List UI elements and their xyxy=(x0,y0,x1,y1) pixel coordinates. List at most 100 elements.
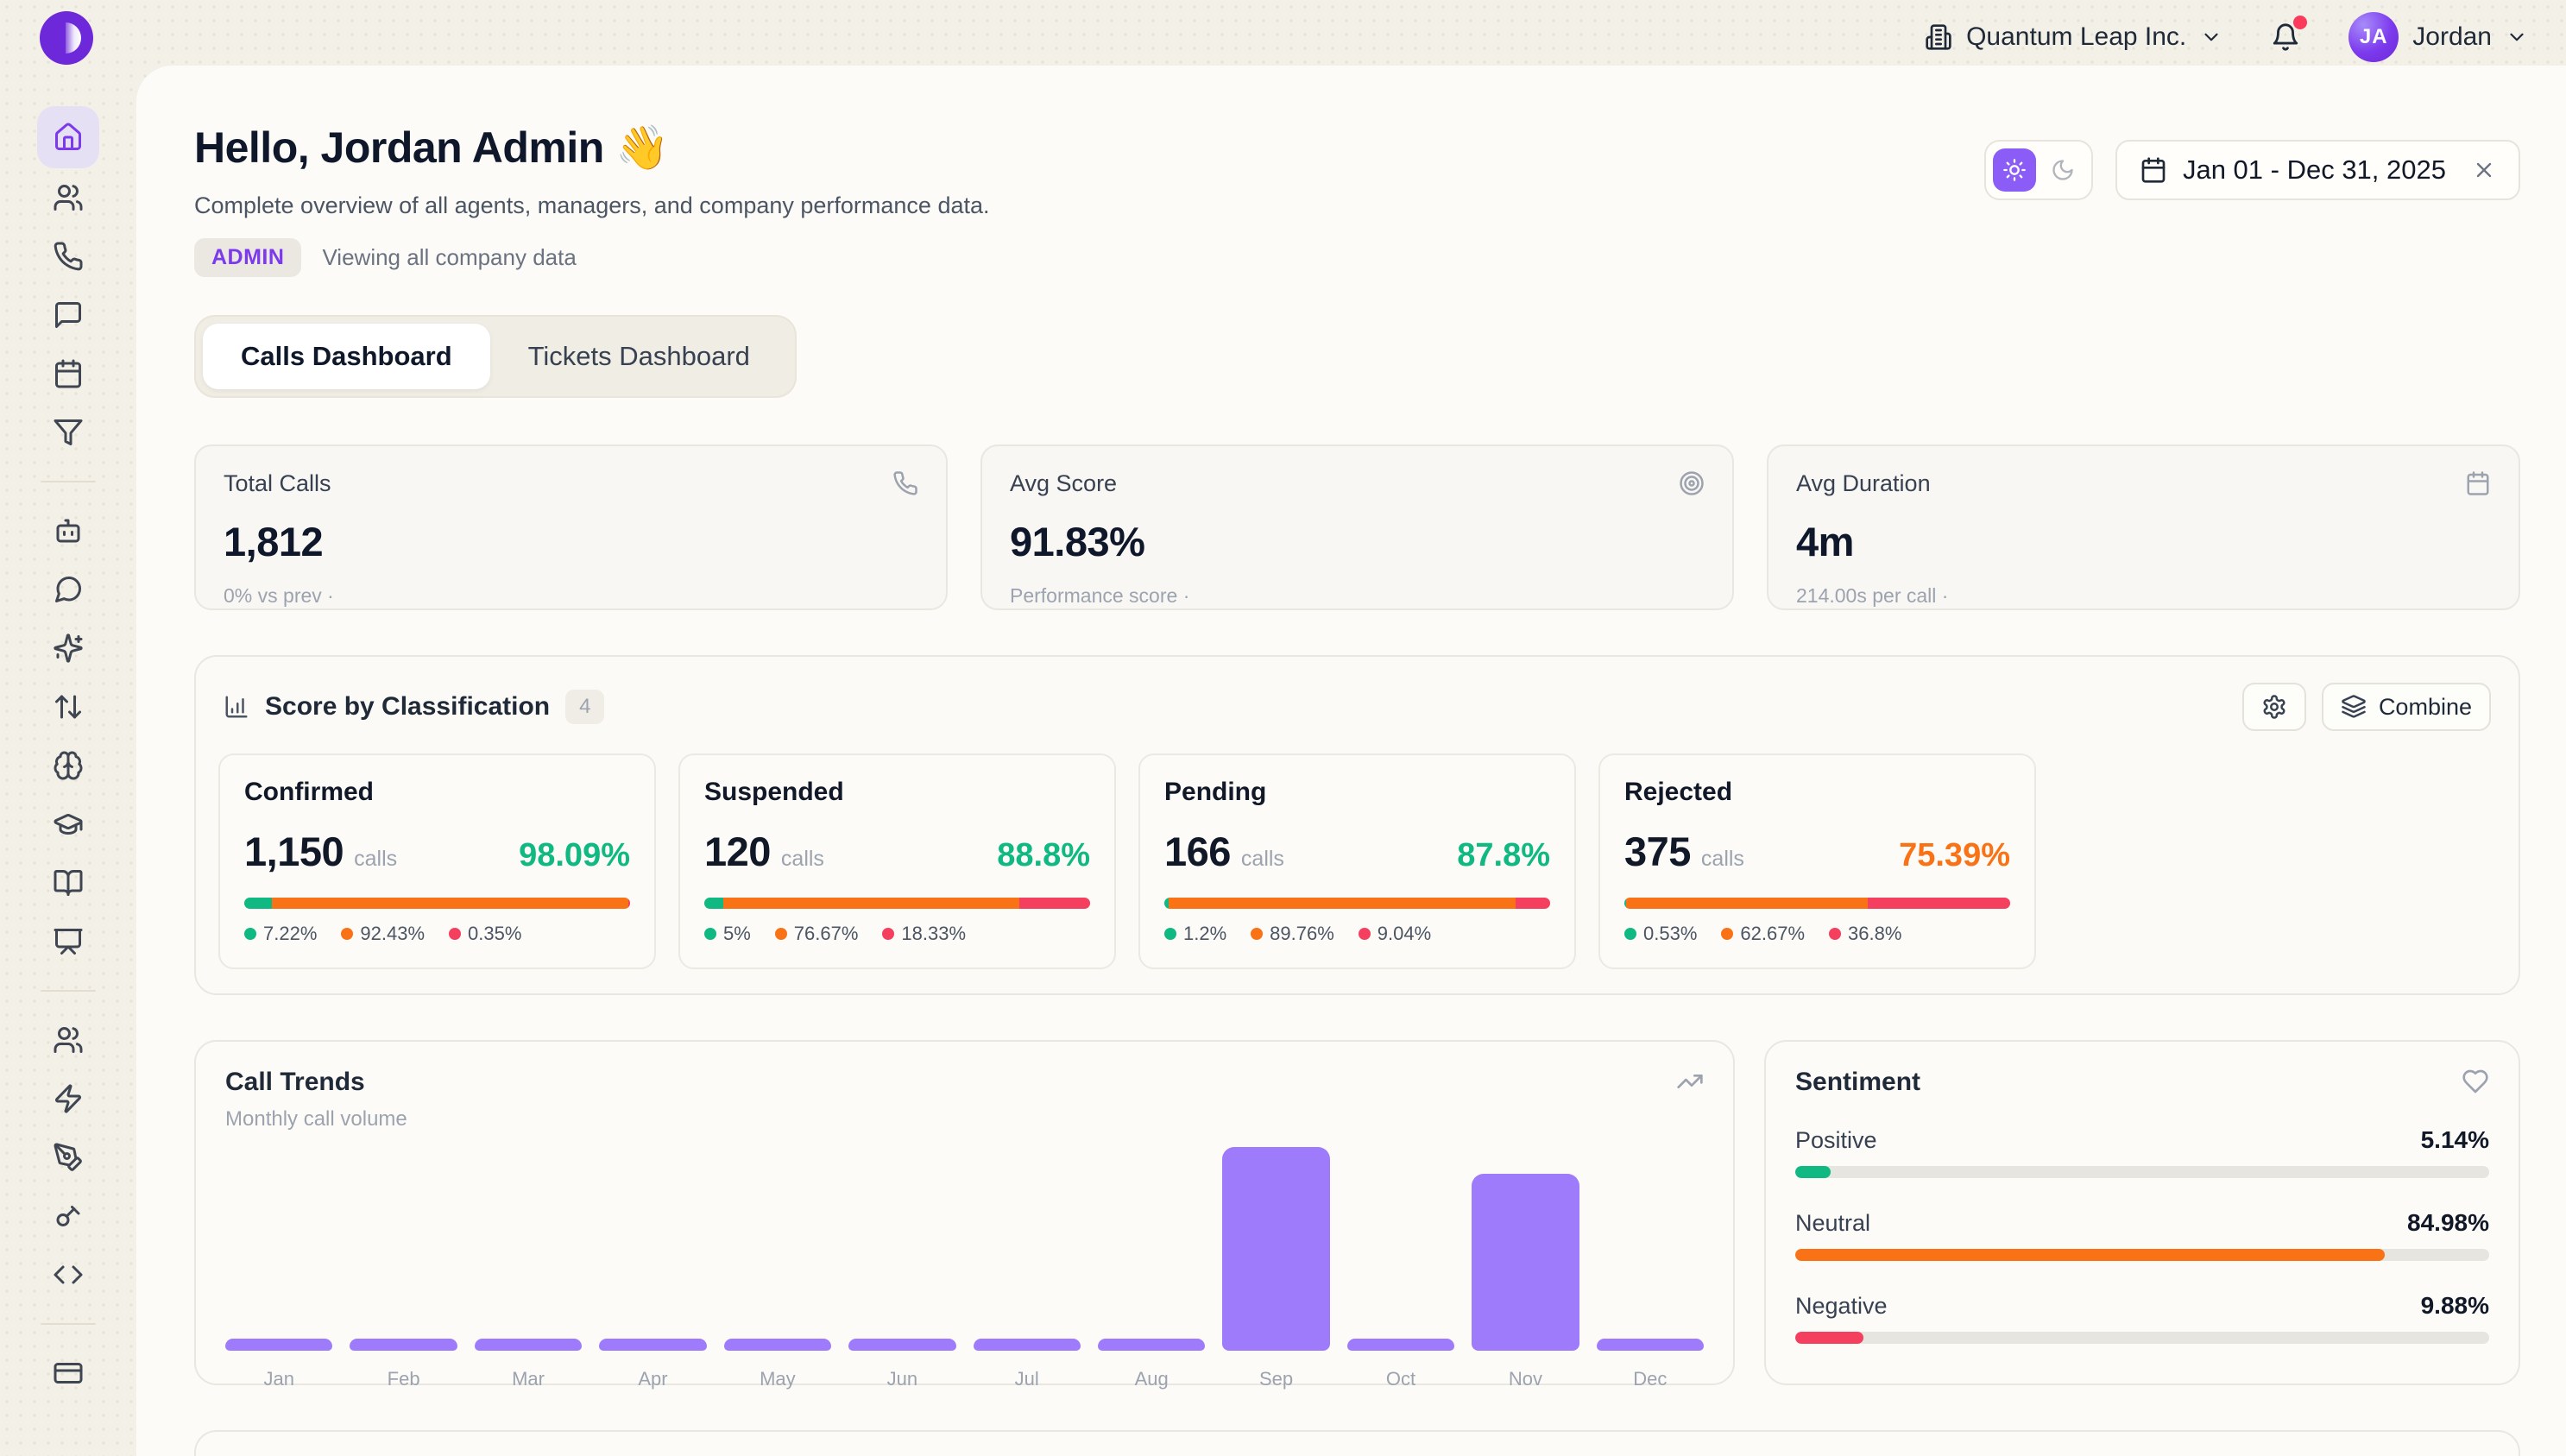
stat-card-total-calls: Total Calls 1,812 0% vs prev · xyxy=(194,444,948,610)
classification-name: Confirmed xyxy=(244,778,374,806)
classification-legend: 0.53% 62.67% 36.8% xyxy=(1624,923,2010,945)
main-content: Hello, Jordan Admin 👋 Complete overview … xyxy=(136,66,2566,1456)
stat-title: Avg Score xyxy=(1010,470,1118,496)
trend-x-label: Nov xyxy=(1508,1368,1542,1390)
segment xyxy=(723,898,1020,909)
topbar: Quantum Leap Inc. JA Jordan xyxy=(0,0,2566,66)
trend-x-label: May xyxy=(760,1368,796,1390)
call-trends-title: Call Trends xyxy=(225,1068,365,1096)
classification-calls-value: 1,150 xyxy=(244,829,344,874)
sidebar-item-team[interactable] xyxy=(37,168,99,227)
trend-bar-column xyxy=(225,1147,333,1351)
classification-settings-button[interactable] xyxy=(2241,683,2306,731)
dark-mode-button[interactable] xyxy=(2041,148,2084,192)
code-icon xyxy=(53,1259,84,1290)
light-mode-button[interactable] xyxy=(1992,148,2036,192)
trend-x-label: Dec xyxy=(1633,1368,1668,1390)
sentiment-rows: Positive 5.14% Neutral 84.98% Negative 9… xyxy=(1795,1126,2489,1344)
trend-bar xyxy=(1097,1339,1206,1351)
performance-section: Performance Breakdown Total Calls Active… xyxy=(194,1430,2520,1456)
legend-value: 1.2% xyxy=(1183,923,1227,944)
sentiment-fill xyxy=(1795,1332,1864,1344)
avatar: JA xyxy=(2348,12,2399,62)
tab-tickets-dashboard[interactable]: Tickets Dashboard xyxy=(490,324,788,389)
trend-bar-column xyxy=(1097,1147,1206,1351)
stat-card-avg-score: Avg Score 91.83% Performance score · xyxy=(980,444,1734,610)
segment xyxy=(244,898,273,909)
sentiment-fill xyxy=(1795,1249,2386,1261)
call-trends-x-axis: Jan Feb Mar Apr May Jun Jul Aug Sep Oct Nov Dec xyxy=(225,1368,1704,1390)
legend-item: 92.43% xyxy=(341,923,425,945)
sidebar-item-calls[interactable] xyxy=(37,227,99,286)
combine-button[interactable]: Combine xyxy=(2321,683,2491,731)
segment xyxy=(1868,898,2010,909)
stats-row: Total Calls 1,812 0% vs prev · Avg Score… xyxy=(194,444,2520,610)
sidebar-item-billing[interactable] xyxy=(37,1344,99,1402)
date-range-picker[interactable]: Jan 01 - Dec 31, 2025 xyxy=(2115,140,2520,200)
sidebar-item-transfers[interactable] xyxy=(37,678,99,736)
trend-x-label: Mar xyxy=(512,1368,545,1390)
sidebar-item-library[interactable] xyxy=(37,854,99,912)
legend-value: 0.35% xyxy=(468,923,522,944)
phone-icon xyxy=(53,241,84,272)
sidebar-item-access-keys[interactable] xyxy=(37,1187,99,1245)
trend-x-label: Apr xyxy=(638,1368,668,1390)
company-selector[interactable]: Quantum Leap Inc. xyxy=(1925,22,2222,52)
sidebar-item-messages[interactable] xyxy=(37,286,99,344)
sidebar-item-developer[interactable] xyxy=(37,1245,99,1304)
legend-value: 9.04% xyxy=(1377,923,1432,944)
sidebar-item-design[interactable] xyxy=(37,1128,99,1187)
classification-legend: 5% 76.67% 18.33% xyxy=(704,923,1090,945)
sidebar-item-home[interactable] xyxy=(37,106,99,168)
segment xyxy=(1169,898,1516,909)
trend-bar-column xyxy=(1346,1147,1455,1351)
clear-date-icon[interactable] xyxy=(2472,158,2496,182)
sidebar-item-whiteboard[interactable] xyxy=(37,912,99,971)
sparkles-icon xyxy=(53,633,84,664)
heart-icon xyxy=(2462,1068,2489,1095)
book-open-icon xyxy=(53,867,84,898)
key-icon xyxy=(53,1201,84,1232)
sidebar-item-schedule[interactable] xyxy=(37,344,99,403)
sidebar-item-ai-assist[interactable] xyxy=(37,619,99,678)
app-logo[interactable] xyxy=(40,11,93,65)
legend-value: 7.22% xyxy=(263,923,318,944)
trend-bar-column xyxy=(599,1147,707,1351)
user-menu[interactable]: JA Jordan xyxy=(2348,12,2528,62)
credit-card-icon xyxy=(53,1358,84,1389)
trend-bar xyxy=(1472,1174,1579,1351)
trend-x-label: Feb xyxy=(387,1368,420,1390)
trend-bar-column xyxy=(350,1147,457,1351)
classification-name: Pending xyxy=(1164,778,1267,806)
sidebar-item-contacts[interactable] xyxy=(37,1011,99,1069)
legend-value: 0.53% xyxy=(1643,923,1698,944)
legend-value: 62.67% xyxy=(1740,923,1806,944)
sidebar-item-bot[interactable] xyxy=(37,501,99,560)
sidebar-item-knowledge[interactable] xyxy=(37,736,99,795)
classification-card: Pending 166 calls 87.8% 1.2% 89.76% 9.04… xyxy=(1138,753,1576,969)
tab-calls-dashboard[interactable]: Calls Dashboard xyxy=(203,324,490,389)
sentiment-label: Neutral xyxy=(1795,1210,1871,1236)
trend-bar xyxy=(973,1339,1081,1351)
trending-up-icon xyxy=(1676,1068,1704,1095)
classification-section: Score by Classification 4 Combine Confir… xyxy=(194,655,2520,995)
sidebar-item-filters[interactable] xyxy=(37,403,99,462)
classification-calls-value: 166 xyxy=(1164,829,1231,874)
sidebar-item-training[interactable] xyxy=(37,795,99,854)
calendar-icon xyxy=(2465,470,2491,496)
company-name: Quantum Leap Inc. xyxy=(1966,22,2187,51)
sidebar-item-automations[interactable] xyxy=(37,1069,99,1128)
sidebar-item-chat[interactable] xyxy=(37,560,99,619)
classification-score: 87.8% xyxy=(1457,837,1550,873)
call-trends-card: Call Trends Monthly call volume Jan Feb Ma… xyxy=(194,1040,1735,1390)
legend-dot-icon xyxy=(1251,928,1264,940)
trend-bar xyxy=(599,1339,707,1351)
classification-segment-bar xyxy=(704,898,1090,909)
notifications-button[interactable] xyxy=(2271,16,2308,52)
stat-note: 0% vs prev · xyxy=(224,584,334,607)
trend-bar-column xyxy=(1472,1147,1579,1351)
funnel-icon xyxy=(53,417,84,448)
legend-value: 36.8% xyxy=(1848,923,1902,944)
classification-name: Suspended xyxy=(704,778,844,806)
sentiment-row: Neutral 84.98% xyxy=(1795,1209,2489,1261)
